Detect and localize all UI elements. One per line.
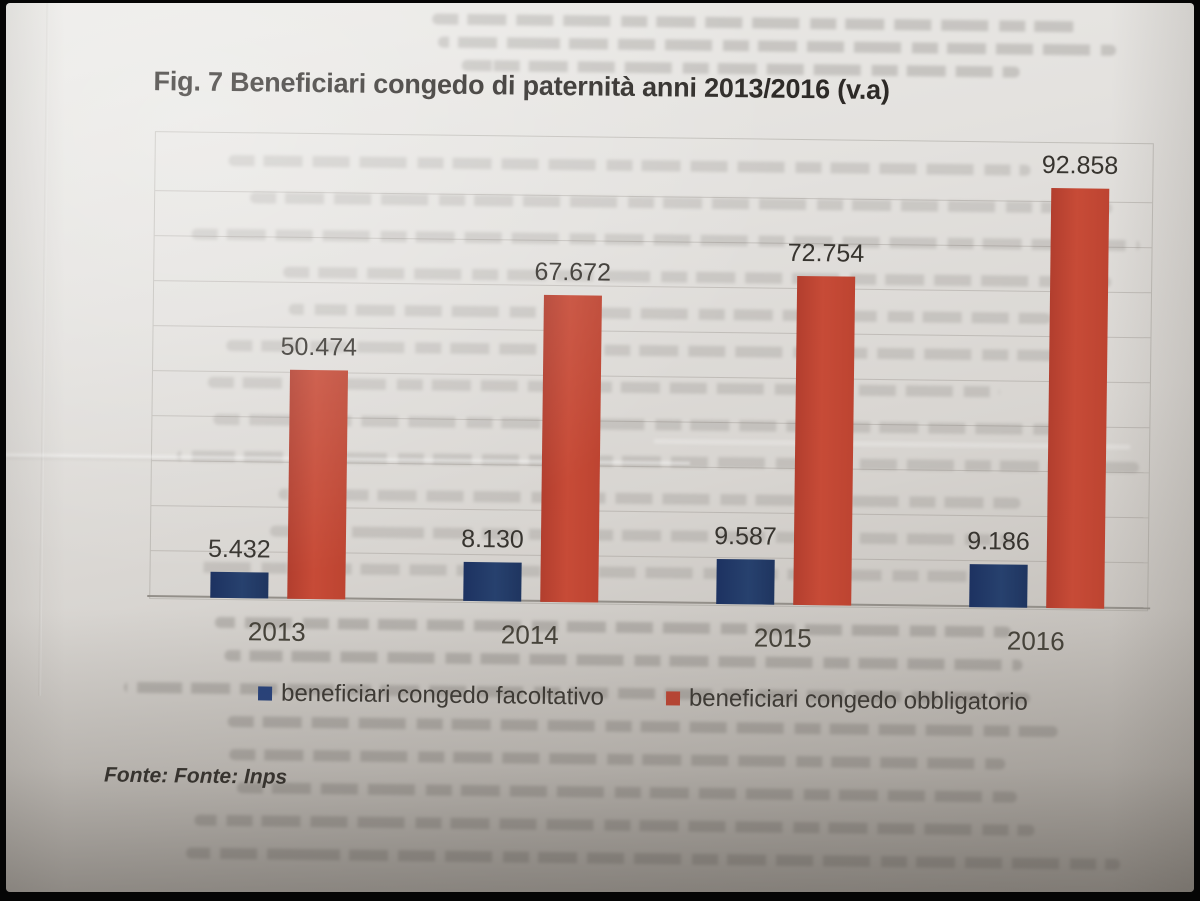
legend-swatch-blue [257, 686, 273, 701]
gridline [154, 280, 1152, 294]
legend-label-obbligatorio: beneficiari congedo obbligatorio [688, 684, 1028, 716]
value-label: 9.587 [714, 521, 777, 551]
value-label: 67.672 [534, 258, 612, 288]
gridline [154, 235, 1152, 249]
value-label: 9.186 [967, 526, 1030, 556]
paper-sheet: Fig. 7 Beneficiari congedo di paternità … [6, 3, 1194, 892]
x-axis-label: 2013 [247, 616, 306, 647]
x-axis-label: 2015 [753, 622, 812, 654]
bar-obbligatorio-2015 [792, 275, 855, 606]
bar-facoltativo-2013 [209, 571, 269, 599]
page-content: Fig. 7 Beneficiari congedo di paternità … [6, 3, 1194, 892]
source-note: Fonte: Fonte: Inps [103, 763, 288, 789]
legend-item-obbligatorio: beneficiari congedo obbligatorio [665, 684, 1028, 716]
value-label: 5.432 [207, 534, 271, 564]
ghost-text-line [229, 749, 1006, 770]
ghost-text-line [227, 716, 1058, 738]
value-label: 72.754 [787, 238, 865, 268]
ghost-text-line [236, 782, 1017, 803]
bar-obbligatorio-2014 [539, 295, 602, 603]
bar-facoltativo-2016 [968, 563, 1028, 608]
legend-label-facoltativo: beneficiari congedo facoltativo [280, 679, 605, 711]
ghost-text-line [224, 649, 1023, 671]
value-label: 8.130 [461, 525, 524, 555]
bleedthrough-text-lines [6, 3, 1194, 870]
ghost-text-line [186, 847, 1121, 870]
bar-obbligatorio-2013 [286, 369, 348, 600]
legend-swatch-red [665, 691, 680, 706]
gridline [155, 190, 1153, 204]
value-label: 50.474 [280, 332, 358, 362]
x-axis-label: 2016 [1006, 625, 1065, 657]
paper-fold-line [38, 3, 50, 697]
ghost-text-line [432, 13, 1077, 33]
bar-facoltativo-2014 [462, 562, 522, 602]
legend-item-facoltativo: beneficiari congedo facoltativo [257, 679, 605, 711]
x-axis-label: 2014 [500, 619, 559, 651]
chart-legend: beneficiari congedo facoltativo benefici… [148, 678, 1145, 718]
value-label: 92.858 [1041, 151, 1119, 180]
ghost-text-line [437, 36, 1117, 56]
ghost-text-line [194, 814, 1035, 836]
bar-facoltativo-2015 [715, 558, 775, 605]
plot-area: 5.432 50.474 2013 8.130 67.672 2014 9.587 72.75… [147, 131, 1154, 656]
